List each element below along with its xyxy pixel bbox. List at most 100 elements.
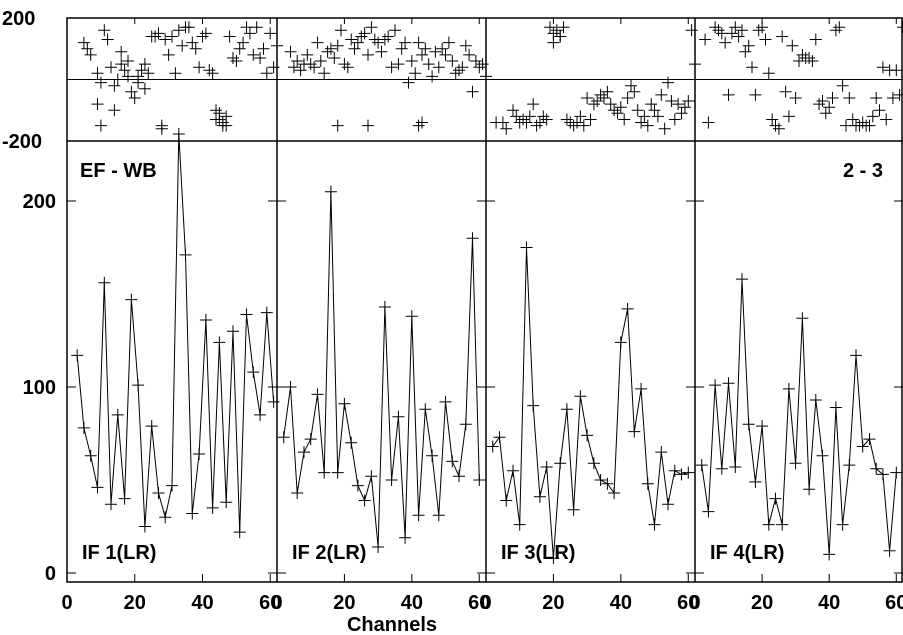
amplitude-lines (76, 133, 897, 559)
amplitude-point (843, 459, 856, 472)
amplitude-point (77, 421, 90, 434)
amplitude-point (648, 518, 661, 531)
amplitude-point (513, 518, 526, 531)
phase-point (466, 85, 479, 98)
amplitude-point (291, 487, 304, 499)
phase-point (267, 61, 280, 74)
phase-point (736, 24, 748, 37)
phase-point (584, 113, 597, 126)
amplitude-point (682, 466, 695, 479)
amplitude-point (365, 470, 378, 483)
amplitude-line (492, 247, 689, 559)
phase-point (294, 64, 307, 77)
amplitude-point (803, 483, 816, 496)
phase-point (243, 27, 256, 40)
phase-point (348, 42, 361, 55)
panel-label: IF 2(LR) (292, 542, 366, 564)
phase-point (142, 67, 155, 80)
phase-point (453, 64, 465, 77)
phase-point (826, 92, 839, 104)
phase-point (782, 110, 795, 123)
amplitude-point (587, 457, 600, 470)
phase-point (257, 42, 270, 55)
phase-point (829, 24, 842, 37)
phase-point (321, 45, 334, 58)
phase-point (530, 119, 543, 132)
phase-point (480, 70, 492, 83)
amp-y-tick-label: 100 (23, 377, 56, 399)
phase-point (301, 48, 314, 61)
phase-point (769, 119, 782, 132)
amplitude-point (769, 492, 782, 505)
phase-point (203, 64, 216, 77)
amplitude-point (439, 395, 452, 408)
x-tick-label: 60 (259, 592, 281, 614)
amplitude-point (829, 401, 842, 414)
amplitude-point (166, 479, 178, 492)
amplitude-point (206, 501, 219, 514)
phase-point (725, 27, 738, 40)
tick-labels: 0 20 40 60 IF 1(LR) 0 20 40 60 IF 2(LR) 0 20 40 60 IF … (2, 8, 903, 614)
amplitude-point (486, 440, 499, 453)
amplitude-point (459, 418, 472, 431)
phase-point (886, 92, 899, 104)
phase-point (672, 98, 685, 111)
baseline-label: 2 - 3 (843, 160, 883, 182)
phase-point (638, 110, 651, 123)
phase-point (362, 48, 374, 61)
amplitude-point (507, 464, 519, 477)
phase-point (732, 30, 745, 43)
amplitude-point (756, 420, 769, 433)
phase-point (260, 67, 273, 80)
amplitude-point (298, 446, 310, 459)
phase-point (557, 21, 570, 34)
phase-point (722, 88, 735, 101)
amplitude-point (709, 379, 722, 392)
phase-point (91, 67, 104, 80)
amplitude-point (179, 248, 192, 261)
phase-point (766, 113, 779, 126)
x-tick-label: 60 (677, 592, 699, 614)
phase-point (385, 61, 398, 74)
phase-point (678, 101, 691, 114)
amplitude-point (172, 128, 185, 140)
amplitude-point (540, 461, 553, 473)
phase-point (685, 24, 698, 37)
amplitude-point (782, 382, 795, 395)
phase-point (621, 92, 634, 104)
phase-point (601, 85, 614, 98)
phase-point (108, 79, 121, 92)
phase-point (665, 95, 678, 107)
phase-y-tick-label: 200 (2, 8, 35, 30)
phase-point (554, 30, 567, 43)
phase-point (456, 61, 469, 74)
phase-point (510, 110, 523, 123)
phase-point (611, 107, 624, 120)
phase-point (715, 27, 728, 40)
amplitude-point (267, 395, 280, 408)
phase-point (186, 36, 199, 49)
phase-point (699, 33, 712, 46)
phase-point (159, 33, 172, 46)
amplitude-point (412, 509, 425, 522)
phase-point (216, 116, 229, 129)
phase-point (856, 116, 869, 129)
amplitude-point (254, 408, 267, 421)
phase-point (893, 88, 903, 101)
phase-point (77, 36, 90, 49)
phase-point (155, 119, 168, 132)
x-axis-title: Channels (347, 614, 437, 635)
phase-point (233, 42, 246, 55)
phase-point (662, 76, 674, 89)
phase-point (577, 119, 590, 132)
phase-point (115, 58, 128, 71)
amplitude-point (594, 474, 607, 486)
amplitude-point (105, 498, 117, 511)
x-tick-label: 40 (401, 592, 423, 614)
phase-point (206, 67, 219, 80)
phase-point (702, 116, 715, 129)
phase-point (101, 33, 114, 46)
phase-point (793, 55, 805, 67)
phase-point (375, 45, 388, 58)
phase-point (115, 45, 128, 58)
